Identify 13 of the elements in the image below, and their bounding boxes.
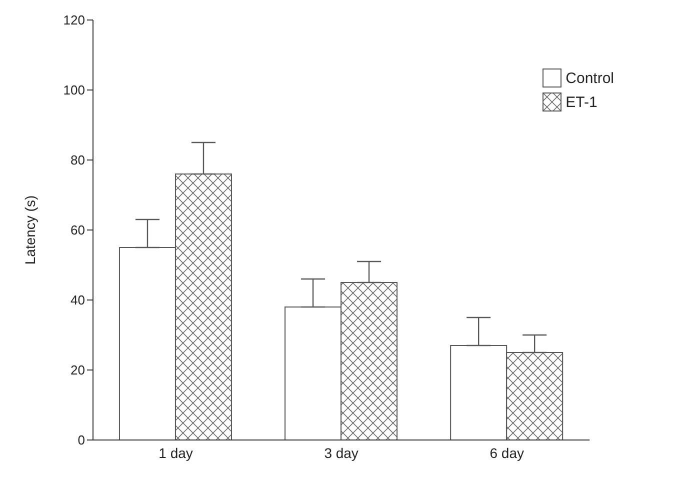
y-tick-label: 0 — [78, 432, 85, 448]
x-tick-label: 3 day — [324, 444, 358, 461]
legend-label: ET-1 — [566, 94, 598, 110]
legend-label: Control — [566, 70, 614, 86]
y-tick-label: 100 — [63, 82, 85, 98]
x-tick-label: 6 day — [490, 444, 524, 461]
y-axis-title: Latency (s) — [22, 195, 38, 265]
y-tick-label: 20 — [70, 362, 85, 378]
y-tick-label: 60 — [70, 222, 85, 238]
y-tick-label: 80 — [70, 152, 85, 168]
y-tick-label: 120 — [63, 12, 85, 28]
x-tick-label: 1 day — [158, 444, 193, 461]
y-tick-label: 40 — [70, 292, 85, 308]
